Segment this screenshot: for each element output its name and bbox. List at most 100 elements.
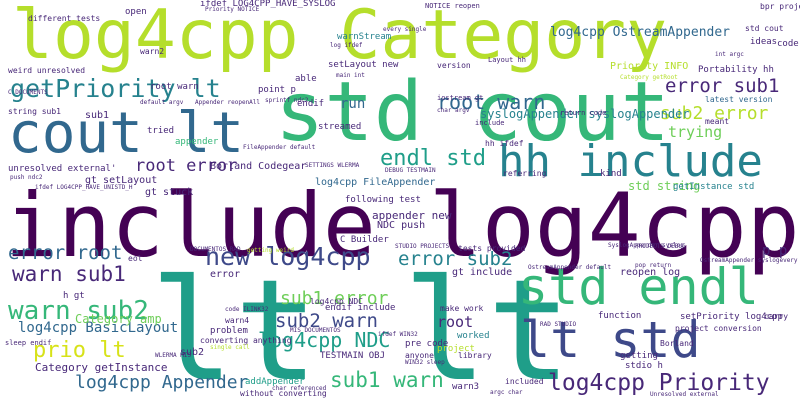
- word: Borland Codegear: [210, 161, 307, 172]
- word: warnStream: [337, 32, 392, 42]
- word: ifdef LOG4CPP_HAVE_UNISTD_H: [35, 184, 133, 191]
- word: log4cpp Priority: [548, 370, 770, 396]
- word: without converting: [240, 389, 327, 398]
- word: std string: [628, 179, 701, 193]
- word: sub2 error: [660, 103, 769, 124]
- word: appender: [175, 137, 219, 147]
- word: unresolved external': [8, 164, 117, 174]
- word: char argv: [437, 107, 470, 114]
- word: h gt: [63, 291, 85, 301]
- word: NOTICE reopen: [425, 2, 480, 10]
- word: project: [437, 344, 475, 354]
- word: log4cpp Appender: [75, 372, 249, 393]
- word: MIS DOCUMENTOS: [290, 327, 341, 334]
- word: anyone: [405, 351, 434, 360]
- word: reopen log: [620, 267, 681, 278]
- word: code ILINK32: [225, 306, 269, 313]
- word: sub2: [180, 347, 205, 358]
- word: log4cpp OstreamAppender: [550, 25, 731, 40]
- word: syslogAppender syslogAppender: [480, 107, 690, 121]
- word: Priority NOTICE: [205, 6, 260, 13]
- word: tried: [147, 126, 175, 136]
- word: lt lt: [150, 250, 572, 400]
- word: push ndc2: [10, 174, 43, 181]
- word: able: [295, 74, 317, 84]
- word: referring: [503, 169, 547, 178]
- word: root warn: [150, 82, 199, 92]
- word: sub1 error: [280, 288, 389, 309]
- word: TESTMAIN OBJ: [320, 351, 386, 361]
- word: WLERMA MIS: [155, 352, 192, 359]
- word: root error: [135, 156, 238, 176]
- word: ifdef LOG4CPP_HAVE_SYSLOG: [200, 0, 336, 9]
- word: NDC push: [377, 220, 426, 231]
- word: log ifdef: [330, 42, 363, 49]
- word: root warn: [437, 90, 546, 114]
- word: endif: [297, 99, 325, 109]
- word: single call: [210, 344, 250, 351]
- word: weird unresolved: [8, 66, 86, 75]
- word: latest version: [705, 95, 773, 104]
- word: Category getInstance: [35, 361, 168, 374]
- word: hh include: [498, 136, 763, 187]
- word: Appender reopenAll: [195, 99, 261, 106]
- word: sub1: [85, 110, 110, 121]
- word: converting anything: [200, 336, 292, 345]
- word: FileAppender default: [243, 144, 316, 151]
- word: string sub1: [8, 107, 61, 116]
- word: appender new: [372, 209, 452, 222]
- word: make work: [440, 304, 484, 313]
- word: warn3: [452, 382, 480, 392]
- word: Borland: [660, 339, 694, 348]
- word: sub1 warn: [330, 368, 444, 392]
- word: code pre: [777, 39, 800, 49]
- word: new log4cpp: [205, 242, 371, 271]
- word: error sub1: [665, 75, 780, 97]
- word: STUDIO PROJECTS: [395, 243, 450, 250]
- word: WIN32 sleep: [405, 359, 445, 366]
- word: gt include: [452, 267, 513, 278]
- word: trying: [668, 123, 723, 141]
- word: sprintf ndc2: [265, 97, 309, 104]
- word: OstreamAppender syslogevery: [700, 257, 798, 264]
- word: DOCUMENTOS RAD: [190, 246, 241, 253]
- word: warn2: [140, 47, 165, 56]
- word: lt std: [520, 311, 701, 369]
- word: include log4cpp: [5, 174, 800, 277]
- word: log4cpp Category: [12, 0, 668, 75]
- word: streamed: [318, 122, 362, 132]
- word: library: [458, 351, 492, 360]
- word: RAD STUDIO: [540, 321, 577, 328]
- word: default argv: [140, 99, 184, 106]
- word: getting weird: [247, 247, 294, 254]
- word: included: [505, 377, 544, 386]
- word: Unresolved external: [650, 391, 719, 398]
- word: endl std: [380, 146, 486, 171]
- word: sub2 warn: [275, 310, 378, 332]
- word: bpr project: [760, 2, 800, 11]
- word: root: [437, 313, 474, 331]
- word: log4cpp FileAppender: [315, 177, 436, 188]
- word: worked: [457, 331, 490, 341]
- word: version: [437, 61, 471, 70]
- word: gt setLayout: [85, 175, 158, 186]
- word: prio lt: [33, 338, 126, 363]
- word: warn4: [225, 316, 250, 325]
- word: argc char: [490, 389, 523, 396]
- word: error root: [8, 242, 123, 264]
- word: problem: [210, 326, 248, 336]
- word: std cout: [745, 24, 784, 33]
- word: Priority INFO: [610, 61, 689, 72]
- word: endif include: [325, 303, 396, 313]
- word: run: [340, 96, 366, 112]
- word: hh ifdef: [485, 139, 524, 148]
- word: addAppender: [245, 377, 305, 387]
- word: setPriority log4cpp: [680, 312, 783, 322]
- word: log4cpp BasicLayout: [18, 320, 179, 336]
- word: C DOCUMENTS: [8, 89, 48, 96]
- word: stdio h: [625, 361, 663, 371]
- word: ideas: [750, 37, 778, 47]
- word: return code: [560, 109, 607, 117]
- word: different tests: [28, 14, 101, 23]
